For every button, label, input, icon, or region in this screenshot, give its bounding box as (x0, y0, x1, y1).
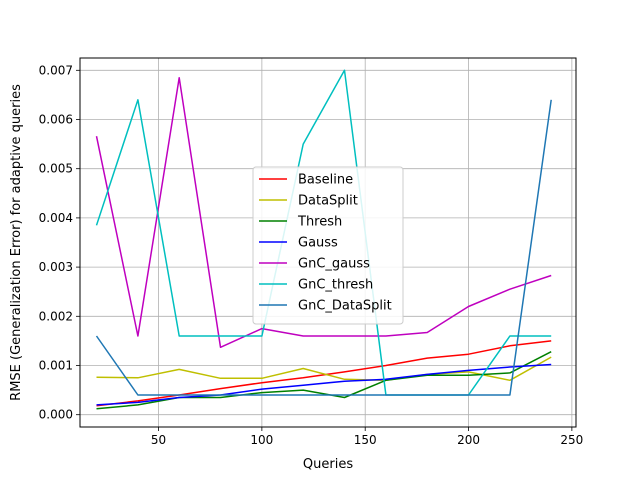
x-axis-label: Queries (303, 457, 353, 472)
y-tick-label: 0.002 (39, 309, 73, 323)
series-line-gnc-gauss (95, 76, 552, 349)
series-line-datasplit (96, 356, 552, 382)
legend: Baseline DataSplit Thresh Gauss GnC_gauss GnC… (252, 166, 404, 325)
y-tick-label: 0.005 (39, 162, 73, 176)
y-tick-label: 0.006 (39, 113, 73, 127)
legend-label: Baseline (298, 173, 353, 188)
legend-label: Thresh (297, 215, 342, 230)
x-tick-label: 250 (560, 433, 583, 447)
x-tick-label: 100 (250, 433, 273, 447)
y-tick-label: 0.000 (39, 408, 73, 422)
y-axis-label: RMSE (Generalization Error) for adaptive… (9, 84, 24, 401)
y-tick-label: 0.004 (39, 211, 73, 225)
y-tick-label: 0.007 (39, 63, 73, 77)
legend-label: GnC_thresh (298, 278, 373, 293)
legend-label: GnC_gauss (298, 257, 370, 272)
series-line-baseline (96, 340, 552, 407)
legend-box (252, 166, 404, 325)
legend-label: Gauss (298, 236, 338, 251)
x-tick-label: 200 (457, 433, 480, 447)
series-line-gauss (96, 363, 552, 406)
plot-frame (79, 57, 577, 428)
legend-label: GnC_DataSplit (298, 299, 392, 314)
series-lines (95, 69, 552, 410)
y-tick-label: 0.003 (39, 260, 73, 274)
legend-label: DataSplit (298, 194, 358, 209)
x-tick-label: 50 (151, 433, 166, 447)
y-tick-label: 0.001 (39, 359, 73, 373)
x-tick-label: 150 (354, 433, 377, 447)
x-axis-ticks: 50 100 150 200 250 (151, 427, 583, 447)
y-axis-ticks: 0.000 0.001 0.002 0.003 0.004 0.005 0.006 0.007 (39, 63, 80, 422)
series-line-gnc-thresh (95, 69, 552, 396)
series-line-gnc-datasplit (95, 99, 552, 396)
